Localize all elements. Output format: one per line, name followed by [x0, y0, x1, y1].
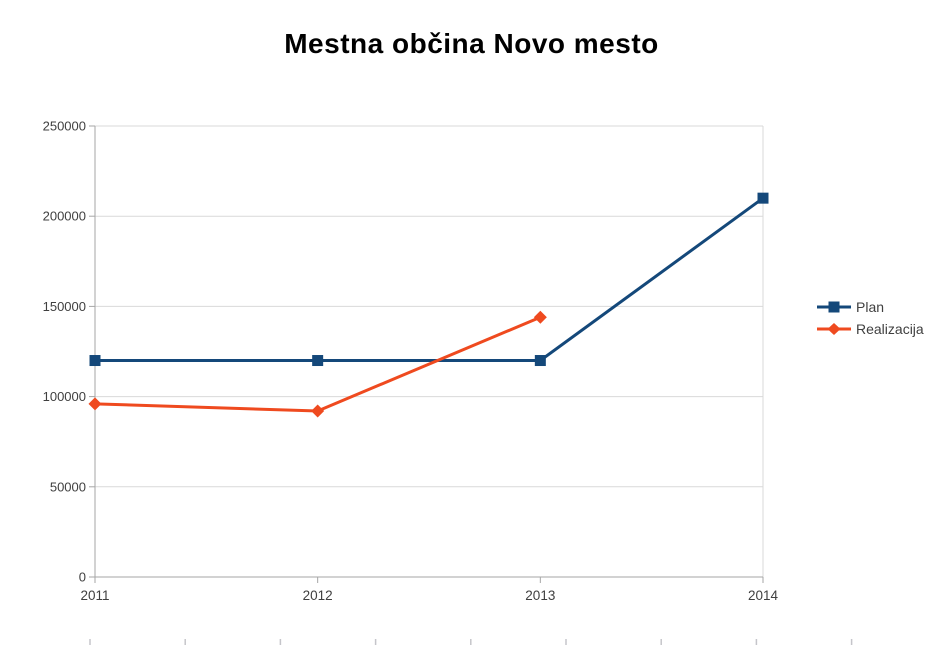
plan-square-marker-icon — [817, 301, 851, 313]
y-tick-label: 150000 — [43, 299, 86, 314]
data-point-square — [312, 355, 324, 367]
legend-item-plan: Plan — [817, 296, 924, 318]
chart-legend: Plan Realizacija — [817, 296, 924, 340]
x-tick-label: 2012 — [303, 588, 333, 603]
legend-label-realizacija: Realizacija — [856, 321, 924, 337]
y-tick-label: 50000 — [50, 479, 86, 494]
series-line-plan — [95, 196, 764, 363]
y-tick-label: 100000 — [43, 389, 86, 404]
data-point-square — [757, 192, 769, 204]
x-tick-label: 2011 — [80, 588, 109, 603]
data-point-diamond — [533, 310, 547, 324]
x-tick-label: 2014 — [748, 588, 779, 603]
data-point-diamond — [311, 404, 325, 418]
data-point-diamond — [88, 397, 102, 411]
y-tick-label: 200000 — [43, 209, 86, 224]
legend-item-realizacija: Realizacija — [817, 318, 924, 340]
data-point-square — [89, 355, 101, 367]
realizacija-diamond-marker-icon — [817, 323, 851, 335]
x-tick-label: 2013 — [525, 588, 555, 603]
legend-label-plan: Plan — [856, 299, 885, 315]
y-tick-label: 250000 — [43, 119, 86, 134]
data-point-square — [534, 355, 546, 367]
y-tick-label: 0 — [79, 570, 86, 585]
chart-title: Mestna občina Novo mesto — [284, 28, 659, 59]
